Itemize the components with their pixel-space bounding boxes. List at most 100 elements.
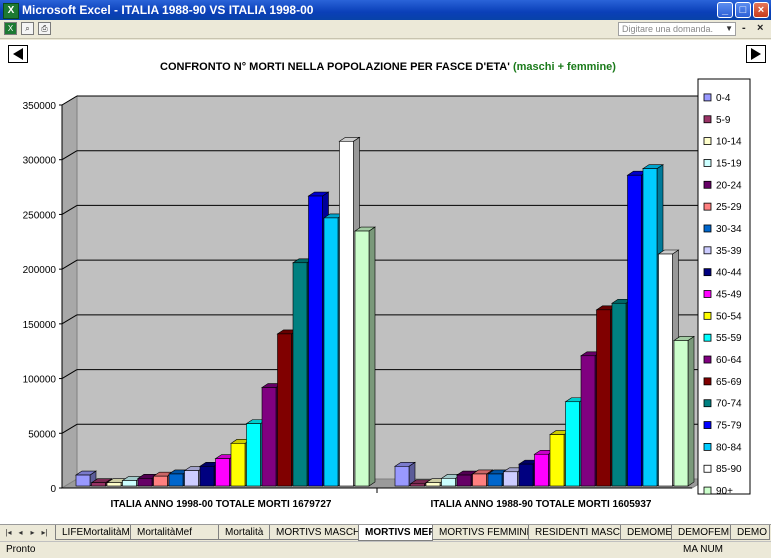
bar-front — [261, 387, 277, 487]
bar-front — [456, 474, 472, 487]
legend-swatch — [703, 421, 712, 429]
window-title: Microsoft Excel - ITALIA 1988-90 VS ITAL… — [22, 3, 314, 17]
bar-front — [246, 423, 261, 487]
prev-sheet-icon[interactable]: ◂ — [18, 528, 23, 537]
help-question-input[interactable]: Digitare una domanda. ▼ — [618, 22, 736, 36]
bar-front — [168, 473, 184, 487]
chevron-down-icon[interactable]: ▼ — [725, 24, 733, 33]
sheet-tab[interactable]: RESIDENTI MASCHI — [528, 525, 630, 540]
gridline-side — [61, 314, 78, 325]
bar-front — [580, 355, 596, 487]
bar-front — [75, 474, 91, 487]
legend-label: 45-49 — [716, 290, 742, 301]
legend-swatch — [703, 115, 712, 124]
sheet-tab[interactable]: Mortalità — [218, 525, 270, 540]
bar-front — [487, 473, 503, 487]
bar-front — [292, 262, 308, 487]
bar-front — [153, 475, 168, 487]
print-preview-icon[interactable]: ⌕ — [21, 22, 34, 35]
legend-label: 0-4 — [716, 93, 731, 104]
bar-front — [323, 217, 339, 487]
gridline-side — [61, 150, 78, 161]
gridline-side — [61, 369, 78, 380]
y-tick-label: 350000 — [23, 101, 57, 112]
sheet-tab[interactable]: DEMOFEMM — [671, 525, 737, 540]
legend-swatch — [703, 159, 712, 167]
bar-front — [658, 253, 673, 487]
legend-label: 20-24 — [716, 180, 742, 191]
sheet-tab[interactable]: MortalitàMef — [130, 525, 219, 540]
legend-swatch — [703, 333, 712, 342]
legend-label: 80-84 — [716, 442, 742, 453]
bar-front — [91, 482, 106, 487]
sheet-tab[interactable]: MORTIVS MASCHI — [269, 525, 363, 540]
bar-front — [596, 309, 611, 487]
bar-front — [215, 458, 230, 487]
bar-front — [518, 463, 534, 487]
bar — [354, 226, 376, 487]
y-tick-label: 50000 — [28, 429, 56, 440]
bar-front — [394, 466, 410, 487]
legend-swatch — [703, 355, 712, 364]
first-sheet-icon[interactable]: |◂ — [5, 528, 12, 537]
y-tick-label: 250000 — [23, 210, 57, 221]
chart-title: CONFRONTO N° MORTI NELLA POPOLAZIONE PER… — [160, 61, 616, 73]
legend-swatch — [703, 311, 712, 320]
sheet-tab[interactable]: DEMOMEF — [620, 525, 678, 540]
bar-front — [199, 466, 215, 487]
title-bar: X Microsoft Excel - ITALIA 1988-90 VS IT… — [0, 0, 771, 20]
legend-label: 85-90 — [716, 464, 742, 475]
bar-front — [441, 478, 456, 487]
y-tick-label: 300000 — [23, 156, 57, 167]
last-sheet-icon[interactable]: ▸| — [41, 528, 48, 537]
previous-sheet-button[interactable] — [8, 45, 28, 63]
bar-front — [339, 141, 354, 487]
maximize-button[interactable]: □ — [735, 2, 751, 18]
bar — [673, 335, 695, 487]
bar-side — [687, 335, 695, 487]
bar-front — [565, 401, 580, 487]
doc-minimize-button[interactable]: - — [742, 22, 746, 34]
x-category-label: ITALIA ANNO 1988-90 TOTALE MORTI 1605937 — [431, 499, 652, 510]
legend-swatch — [703, 180, 712, 189]
print-icon[interactable]: ⎙ — [38, 22, 51, 35]
sheet-tab[interactable]: MORTIVS MEF — [358, 525, 434, 541]
minimize-button[interactable]: _ — [717, 2, 733, 18]
legend-swatch — [703, 442, 712, 451]
bar-front — [122, 480, 137, 487]
bar-front — [642, 168, 658, 487]
sheet-tabs: |◂ ◂ ▸ ▸| LIFEMortalitàMef MortalitàMef Mo… — [0, 524, 771, 542]
bar-front — [472, 473, 487, 487]
legend-swatch — [703, 268, 712, 277]
legend-label: 75-79 — [716, 421, 742, 432]
plot-area: 0 50000 100000 150000 200000 250000 300000 3500… — [23, 95, 709, 510]
sheet-tab[interactable]: LIFEMortalitàMef — [55, 525, 138, 540]
y-tick-label: 150000 — [23, 320, 57, 331]
next-sheet-icon[interactable]: ▸ — [30, 528, 35, 537]
close-button[interactable]: × — [753, 2, 769, 18]
status-indicators: MA NUM — [683, 544, 723, 555]
excel-app-icon[interactable]: X — [3, 3, 19, 19]
bar-front — [106, 482, 122, 487]
legend-label: 90+ — [716, 486, 733, 497]
x-category-label: ITALIA ANNO 1998-00 TOTALE MORTI 1679727 — [111, 499, 332, 510]
legend-label: 30-34 — [716, 224, 742, 235]
legend: 0-4 5-9 10-14 15-19 20-24 25-29 30-34 35-39 40-4… — [697, 78, 751, 497]
bar-front — [230, 443, 246, 487]
next-sheet-button[interactable] — [746, 45, 766, 63]
excel-doc-icon[interactable]: X — [4, 22, 17, 35]
legend-label: 70-74 — [716, 399, 742, 410]
legend-swatch — [703, 290, 712, 298]
legend-swatch — [703, 246, 712, 255]
bar-front — [627, 174, 642, 487]
legend-swatch — [703, 377, 712, 386]
legend-label: 25-29 — [716, 202, 742, 213]
y-tick-label: 100000 — [23, 375, 57, 386]
doc-close-button[interactable]: × — [757, 22, 764, 34]
legend-label: 40-44 — [716, 268, 742, 279]
bar — [394, 461, 416, 487]
legend-label: 55-59 — [716, 333, 742, 344]
sheet-tab[interactable]: DEMO — [730, 525, 770, 540]
legend-swatch — [703, 399, 712, 408]
sheet-tab[interactable]: MORTIVS FEMMINE — [432, 525, 533, 540]
